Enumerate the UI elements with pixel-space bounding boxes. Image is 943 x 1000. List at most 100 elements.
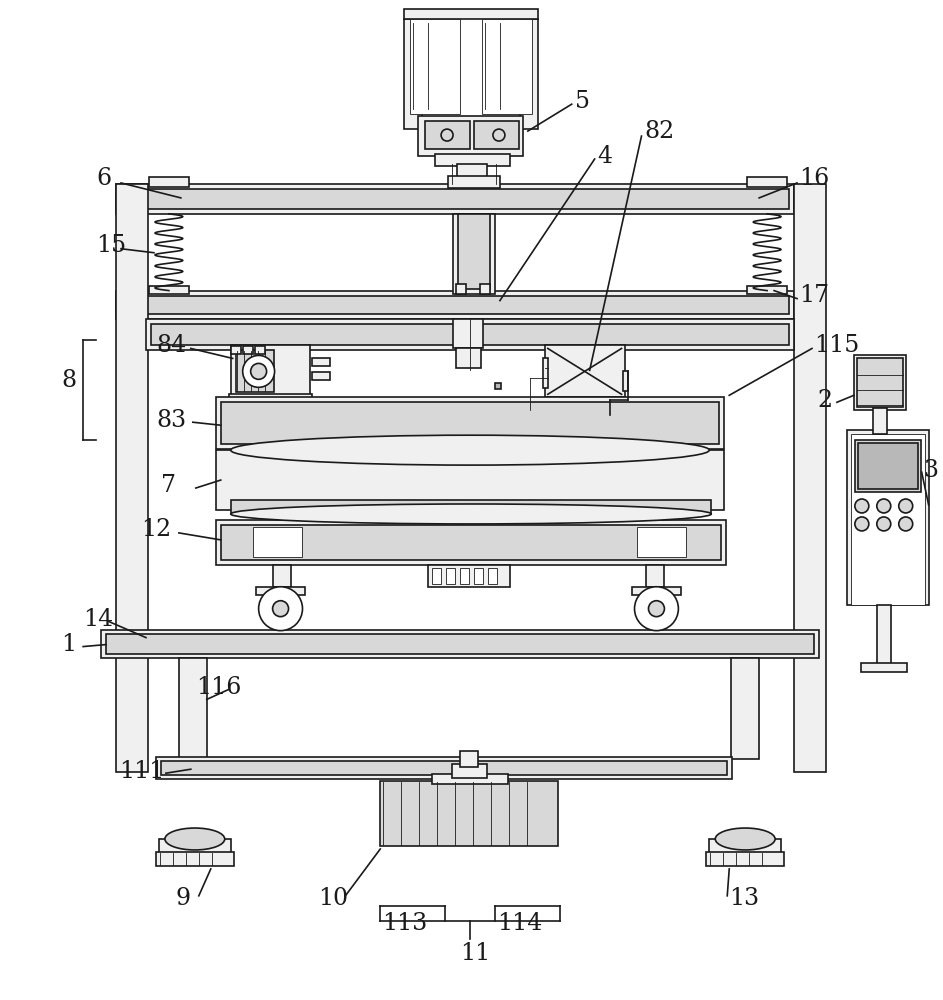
Bar (116, 291, 794, 319)
Circle shape (441, 129, 453, 141)
Bar (432, 774, 508, 784)
Text: 5: 5 (574, 90, 589, 113)
Bar (149, 177, 189, 187)
Bar (488, 568, 497, 584)
Text: 13: 13 (729, 887, 759, 910)
Bar (520, 19, 538, 129)
Bar (480, 284, 490, 294)
Text: 84: 84 (156, 334, 186, 357)
Text: 14: 14 (83, 608, 113, 631)
Text: 3: 3 (923, 459, 938, 482)
Bar (229, 394, 312, 399)
Bar (156, 757, 732, 779)
Bar (545, 345, 624, 397)
Bar (256, 587, 306, 595)
Bar (452, 764, 487, 778)
Bar (747, 286, 787, 294)
Text: 116: 116 (196, 676, 241, 699)
Text: 113: 113 (382, 912, 427, 935)
Text: 12: 12 (141, 518, 172, 541)
Bar (231, 345, 310, 397)
Bar (410, 19, 460, 114)
Text: 115: 115 (814, 334, 859, 357)
Bar (453, 214, 495, 294)
Bar (877, 605, 891, 665)
Bar (446, 568, 455, 584)
Bar (216, 397, 724, 449)
Circle shape (877, 517, 891, 531)
Bar (253, 527, 303, 557)
Circle shape (899, 517, 913, 531)
Text: 2: 2 (817, 389, 832, 412)
Text: 6: 6 (96, 167, 111, 190)
Bar (448, 176, 500, 188)
Bar (855, 440, 920, 492)
Bar (428, 565, 510, 587)
Text: 17: 17 (799, 284, 829, 307)
Bar (453, 319, 483, 348)
Bar (435, 154, 510, 166)
Text: 11: 11 (460, 942, 490, 965)
Bar (116, 184, 794, 214)
Bar (857, 358, 902, 407)
Text: 15: 15 (96, 234, 126, 257)
Bar (231, 500, 711, 514)
Bar (121, 189, 789, 209)
Bar (474, 568, 483, 584)
Bar (256, 450, 271, 482)
Bar (116, 184, 148, 772)
Text: 8: 8 (61, 369, 76, 392)
Bar (495, 383, 501, 389)
Text: 83: 83 (156, 409, 186, 432)
Ellipse shape (231, 504, 711, 524)
Bar (149, 286, 189, 294)
Bar (312, 358, 330, 366)
Text: 82: 82 (644, 120, 675, 143)
Circle shape (855, 499, 869, 513)
Bar (156, 852, 234, 866)
Bar (873, 408, 886, 434)
Ellipse shape (165, 828, 224, 850)
Bar (460, 568, 469, 584)
Bar (312, 372, 330, 380)
Bar (632, 587, 682, 595)
Bar (670, 450, 685, 482)
Circle shape (635, 587, 678, 631)
Bar (418, 116, 522, 156)
Bar (242, 346, 253, 354)
Bar (654, 480, 700, 490)
Circle shape (242, 355, 274, 387)
Bar (221, 402, 720, 444)
Bar (706, 852, 784, 866)
Bar (709, 839, 781, 854)
Bar (101, 630, 819, 658)
Bar (861, 663, 907, 672)
Bar (273, 565, 290, 587)
Bar (647, 565, 665, 587)
Circle shape (877, 499, 891, 513)
Bar (146, 319, 794, 350)
Bar (794, 184, 826, 772)
Bar (216, 450, 724, 510)
Bar (216, 520, 726, 565)
Bar (637, 527, 687, 557)
Ellipse shape (716, 828, 775, 850)
Text: 7: 7 (161, 474, 176, 497)
Bar (106, 634, 814, 654)
Ellipse shape (231, 435, 709, 465)
Bar (456, 284, 466, 294)
Circle shape (251, 363, 267, 379)
Bar (747, 177, 787, 187)
Circle shape (649, 601, 665, 617)
Circle shape (273, 601, 289, 617)
Circle shape (855, 517, 869, 531)
Bar (405, 9, 538, 19)
Bar (380, 781, 557, 846)
Circle shape (493, 129, 505, 141)
Text: 114: 114 (497, 912, 542, 935)
Bar (731, 658, 759, 759)
Bar (853, 355, 905, 410)
Bar (159, 839, 231, 854)
Text: 16: 16 (799, 167, 829, 190)
Bar (151, 324, 789, 345)
